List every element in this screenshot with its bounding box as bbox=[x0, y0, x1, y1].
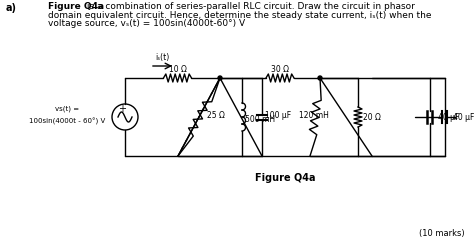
Text: 100 μF: 100 μF bbox=[265, 110, 291, 120]
Text: 30 Ω: 30 Ω bbox=[271, 65, 289, 74]
Text: 25 Ω: 25 Ω bbox=[207, 110, 225, 120]
Text: Figure Q4a: Figure Q4a bbox=[48, 2, 104, 11]
Text: is a combination of series-parallel RLC circuit. Draw the circuit in phasor: is a combination of series-parallel RLC … bbox=[84, 2, 415, 11]
Text: 10 Ω: 10 Ω bbox=[169, 65, 186, 74]
Text: a): a) bbox=[6, 3, 17, 13]
Text: iₛ(t): iₛ(t) bbox=[155, 53, 170, 62]
Circle shape bbox=[218, 76, 222, 80]
Text: 20 Ω: 20 Ω bbox=[363, 112, 381, 122]
Text: voltage source, vₛ(t) = 100sin(4000t-60°) V: voltage source, vₛ(t) = 100sin(4000t-60°… bbox=[48, 19, 245, 28]
Text: 40 μF: 40 μF bbox=[453, 112, 474, 122]
Text: 100sin(4000t - 60°) V: 100sin(4000t - 60°) V bbox=[29, 117, 105, 125]
Text: 500 mH: 500 mH bbox=[245, 114, 275, 123]
Text: domain equivalent circuit. Hence, determine the steady state current, iₛ(t) when: domain equivalent circuit. Hence, determ… bbox=[48, 11, 431, 19]
Text: (10 marks): (10 marks) bbox=[419, 229, 465, 238]
Text: vs(t) =: vs(t) = bbox=[55, 106, 79, 112]
Text: Figure Q4a: Figure Q4a bbox=[255, 173, 315, 183]
Text: +: + bbox=[118, 104, 126, 114]
Text: 120 mH: 120 mH bbox=[299, 110, 329, 120]
Text: 40 μF: 40 μF bbox=[438, 112, 459, 122]
Circle shape bbox=[318, 76, 322, 80]
